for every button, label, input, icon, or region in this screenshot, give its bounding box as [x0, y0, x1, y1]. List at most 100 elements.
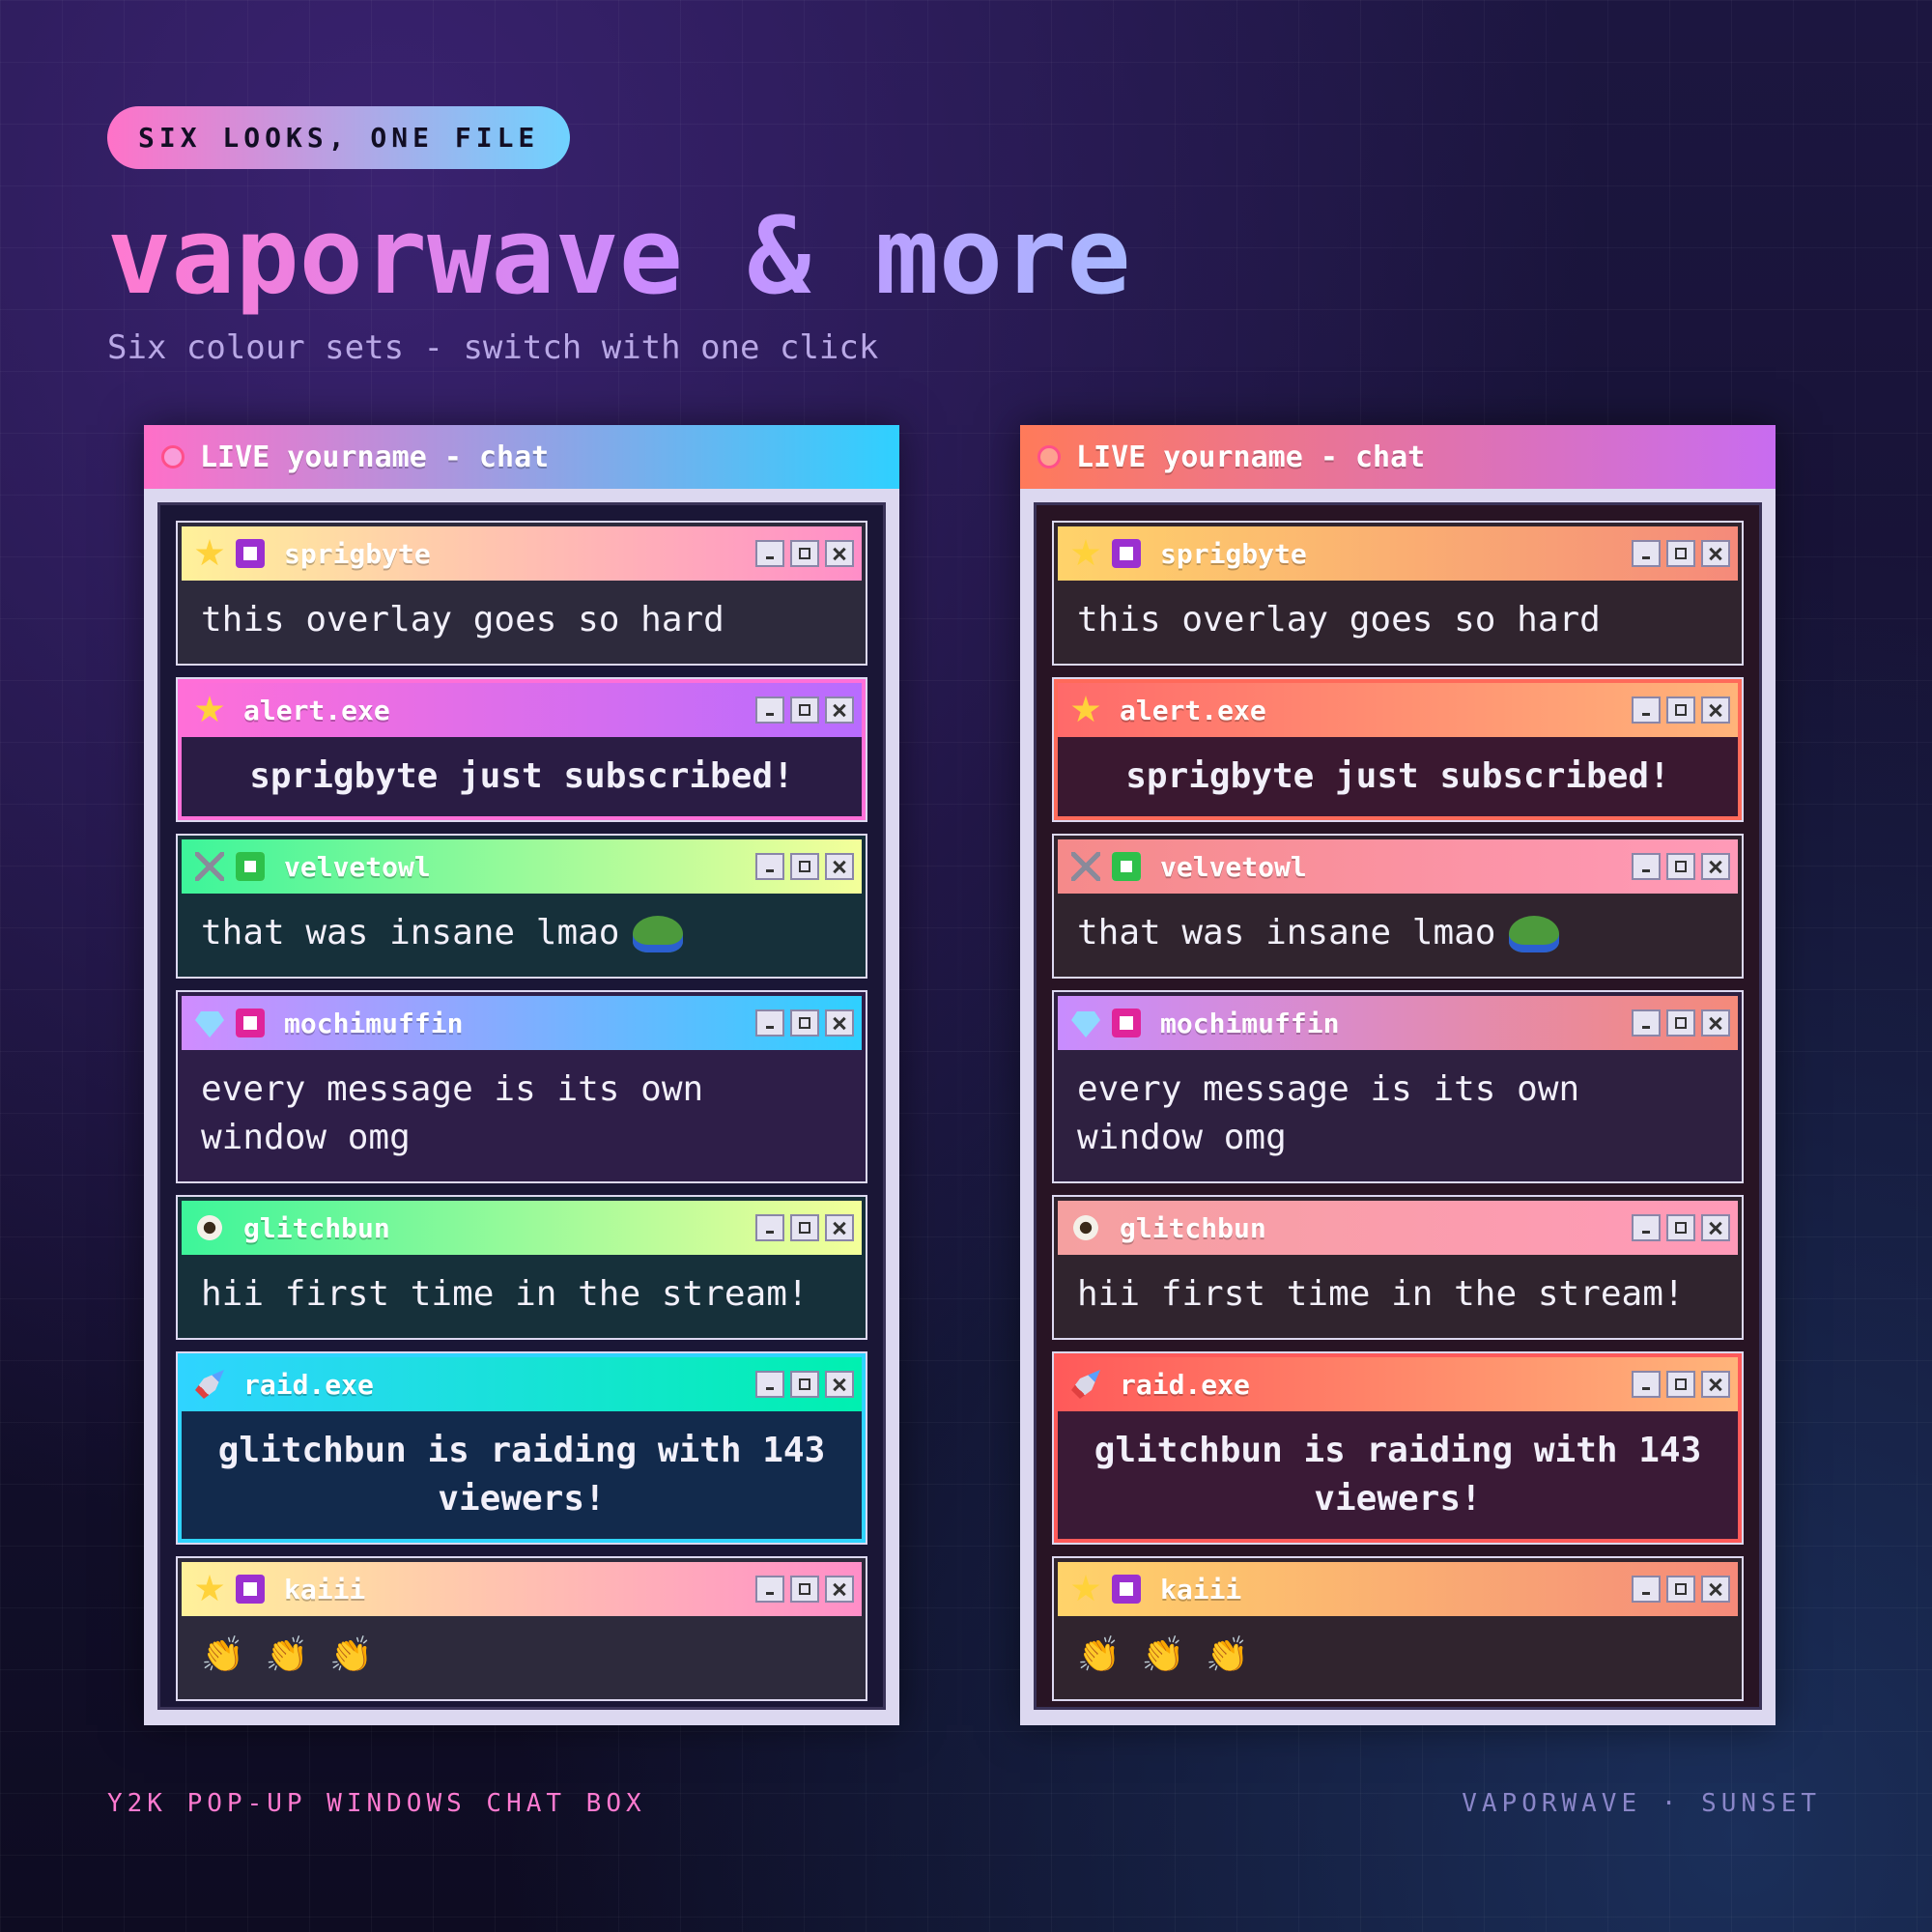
icon-star [195, 1575, 224, 1602]
message-header: velvetowl [1058, 839, 1738, 894]
username: raid.exe [243, 1368, 374, 1401]
window-button [1666, 1576, 1695, 1603]
window-button [1632, 540, 1661, 567]
window-button [790, 1214, 819, 1241]
icon-heart [236, 1009, 265, 1037]
username: kaiii [1160, 1573, 1242, 1605]
emote [633, 916, 684, 952]
window-button [1632, 1009, 1661, 1037]
message-window: glitchbun hii first time in the stream! [1054, 1197, 1742, 1338]
window-button [1666, 1214, 1695, 1241]
message-text: every message is its own window omg [201, 1069, 704, 1157]
icon-swords [195, 852, 224, 881]
icon-star [1071, 539, 1100, 566]
icon-diamond [195, 1011, 224, 1037]
username: sprigbyte [1160, 537, 1307, 570]
icon-check [1112, 852, 1141, 881]
message-window: kaiii 👏 👏 👏 [1054, 1558, 1742, 1699]
chat-area: sprigbyte this overlay goes so hard alert.… [1034, 502, 1762, 1710]
window-button [1701, 540, 1730, 567]
window-button [790, 853, 819, 880]
message-header: kaiii [1058, 1562, 1738, 1616]
message-header: velvetowl [182, 839, 862, 894]
username: alert.exe [1120, 694, 1266, 726]
message-text: this overlay goes so hard [201, 600, 724, 639]
icon-sub [1112, 539, 1141, 568]
panel-title-bar: LIVE yourname - chat [1020, 425, 1776, 489]
window-button [1632, 853, 1661, 880]
window-button [1666, 1009, 1695, 1037]
icon-diamond [1071, 1011, 1100, 1037]
window-button [825, 1009, 854, 1037]
username: mochimuffin [1160, 1007, 1340, 1039]
live-indicator [161, 445, 185, 469]
username: kaiii [284, 1573, 366, 1605]
window-button [1666, 540, 1695, 567]
message-body: hii first time in the stream! [1058, 1255, 1738, 1334]
window-button [1666, 1371, 1695, 1398]
chat-panel: LIVE yourname - chat sprigbyte this overla… [1020, 425, 1776, 1725]
panel-title: LIVE yourname - chat [200, 440, 550, 474]
subtitle: Six colour sets - switch with one click [107, 328, 879, 367]
message-body: every message is its own window omg [1058, 1050, 1738, 1178]
username: mochimuffin [284, 1007, 464, 1039]
message-header: sprigbyte [1058, 526, 1738, 581]
message-body: that was insane lmao [182, 894, 862, 973]
username: sprigbyte [284, 537, 431, 570]
window-button [1701, 1371, 1730, 1398]
window-button [790, 540, 819, 567]
message-window: kaiii 👏 👏 👏 [178, 1558, 866, 1699]
emote [1509, 916, 1560, 952]
alert-window: raid.exe glitchbun is raiding with 143 vi… [1054, 1353, 1742, 1543]
window-button [825, 696, 854, 724]
message-body: 👏 👏 👏 [1058, 1616, 1738, 1695]
message-header: kaiii [182, 1562, 862, 1616]
icon-sub [236, 1575, 265, 1604]
alert-window: alert.exe sprigbyte just subscribed! [1054, 679, 1742, 820]
message-window: sprigbyte this overlay goes so hard [1054, 523, 1742, 664]
message-body: glitchbun is raiding with 143 viewers! [1058, 1411, 1738, 1539]
message-body: glitchbun is raiding with 143 viewers! [182, 1411, 862, 1539]
icon-check [236, 852, 265, 881]
window-button [790, 1371, 819, 1398]
message-header: sprigbyte [182, 526, 862, 581]
window-button [790, 696, 819, 724]
message-body: sprigbyte just subscribed! [182, 737, 862, 816]
window-button [1632, 696, 1661, 724]
window-button [1701, 696, 1730, 724]
footer-left: Y2K POP-UP WINDOWS CHAT BOX [107, 1789, 646, 1818]
window-button [755, 540, 784, 567]
message-window: velvetowl that was insane lmao [1054, 836, 1742, 977]
message-window: mochimuffin every message is its own wind… [178, 992, 866, 1181]
message-body: this overlay goes so hard [182, 581, 862, 660]
message-text: 👏 👏 👏 [201, 1635, 373, 1675]
message-text: glitchbun is raiding with 143 viewers! [1094, 1431, 1702, 1519]
window-button [1701, 1009, 1730, 1037]
window-button [755, 1009, 784, 1037]
message-text: that was insane lmao [1077, 913, 1496, 952]
message-header: alert.exe [182, 683, 862, 737]
chat-area: sprigbyte this overlay goes so hard alert.… [157, 502, 886, 1710]
message-body: that was insane lmao [1058, 894, 1738, 973]
window-button [1632, 1214, 1661, 1241]
icon-heart [1112, 1009, 1141, 1037]
message-text: 👏 👏 👏 [1077, 1635, 1249, 1675]
message-header: alert.exe [1058, 683, 1738, 737]
message-text: hii first time in the stream! [1077, 1274, 1685, 1314]
window-button [1701, 1576, 1730, 1603]
message-header: glitchbun [182, 1201, 862, 1255]
message-body: every message is its own window omg [182, 1050, 862, 1178]
window-button [825, 1371, 854, 1398]
window-button [825, 1576, 854, 1603]
message-body: sprigbyte just subscribed! [1058, 737, 1738, 816]
icon-swords [1071, 852, 1100, 881]
window-button [755, 696, 784, 724]
username: glitchbun [243, 1211, 390, 1244]
icon-star [1071, 1575, 1100, 1602]
window-button [1632, 1371, 1661, 1398]
badge: SIX LOOKS, ONE FILE [107, 106, 571, 169]
icon-star [195, 696, 224, 723]
window-button [1701, 1214, 1730, 1241]
title: vaporwave & more [107, 194, 1131, 318]
